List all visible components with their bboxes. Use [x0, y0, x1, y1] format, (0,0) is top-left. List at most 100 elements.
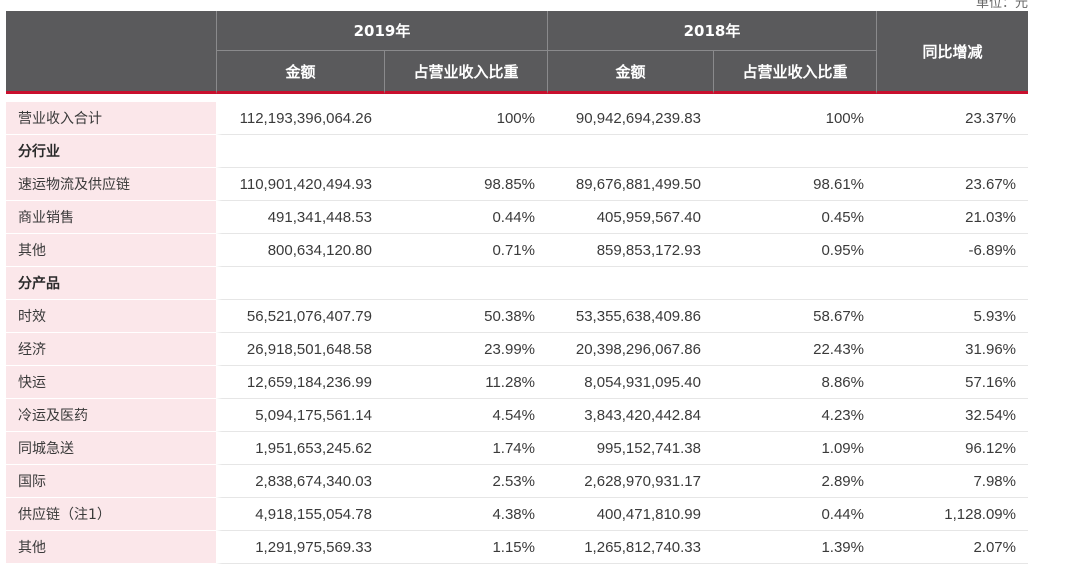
cell-yoy: 2.07% — [876, 531, 1028, 564]
cell-a2018: 405,959,567.40 — [547, 201, 713, 234]
cell-a2018: 995,152,741.38 — [547, 432, 713, 465]
cell-a2018: 3,843,420,442.84 — [547, 399, 713, 432]
header-year-2018: 2018年 — [547, 11, 876, 50]
table-row: 快运 12,659,184,236.99 11.28% 8,054,931,095.4… — [6, 366, 1028, 399]
cell-s2019: 4.54% — [384, 399, 547, 432]
cell-s2018: 22.43% — [713, 333, 876, 366]
cell-a2019: 56,521,076,407.79 — [216, 300, 384, 333]
header-amount-2019: 金额 — [216, 50, 384, 94]
cell-s2018: 1.39% — [713, 531, 876, 564]
cell-yoy: 57.16% — [876, 366, 1028, 399]
cell-s2018: 0.45% — [713, 201, 876, 234]
cell-s2019 — [384, 135, 547, 168]
cell-a2019: 1,291,975,569.33 — [216, 531, 384, 564]
cell-yoy: 32.54% — [876, 399, 1028, 432]
row-label: 其他 — [6, 234, 216, 267]
row-label: 分产品 — [6, 267, 216, 300]
header-corner — [6, 11, 216, 94]
cell-a2018: 20,398,296,067.86 — [547, 333, 713, 366]
cell-s2018: 58.67% — [713, 300, 876, 333]
cell-a2018: 53,355,638,409.86 — [547, 300, 713, 333]
table-row: 冷运及医药 5,094,175,561.14 4.54% 3,843,420,442.… — [6, 399, 1028, 432]
row-label: 营业收入合计 — [6, 94, 216, 135]
table-row: 营业收入合计 112,193,396,064.26 100% 90,942,694,2… — [6, 94, 1028, 135]
table-row: 时效 56,521,076,407.79 50.38% 53,355,638,409.… — [6, 300, 1028, 333]
cell-yoy: -6.89% — [876, 234, 1028, 267]
row-label: 供应链（注1） — [6, 498, 216, 531]
cell-a2019: 110,901,420,494.93 — [216, 168, 384, 201]
table-body: 营业收入合计 112,193,396,064.26 100% 90,942,694,2… — [6, 94, 1028, 564]
cell-s2019: 2.53% — [384, 465, 547, 498]
row-label: 时效 — [6, 300, 216, 333]
header-amount-2018: 金额 — [547, 50, 713, 94]
cell-s2018 — [713, 267, 876, 300]
cell-s2018: 0.95% — [713, 234, 876, 267]
cell-yoy: 96.12% — [876, 432, 1028, 465]
header-share-2018: 占营业收入比重 — [713, 50, 876, 94]
cell-s2019 — [384, 267, 547, 300]
header-share-2019: 占营业收入比重 — [384, 50, 547, 94]
unit-label: 单位：元 — [975, 0, 1028, 11]
cell-yoy — [876, 135, 1028, 168]
table-row: 速运物流及供应链 110,901,420,494.93 98.85% 89,676,8… — [6, 168, 1028, 201]
table-row: 国际 2,838,674,340.03 2.53% 2,628,970,931.17 2… — [6, 465, 1028, 498]
row-label: 其他 — [6, 531, 216, 564]
cell-yoy — [876, 267, 1028, 300]
table-row: 其他 800,634,120.80 0.71% 859,853,172.93 0.95%… — [6, 234, 1028, 267]
row-label: 商业销售 — [6, 201, 216, 234]
cell-a2019: 5,094,175,561.14 — [216, 399, 384, 432]
cell-a2019: 4,918,155,054.78 — [216, 498, 384, 531]
row-label: 经济 — [6, 333, 216, 366]
cell-a2018 — [547, 267, 713, 300]
cell-a2018: 2,628,970,931.17 — [547, 465, 713, 498]
cell-a2018 — [547, 135, 713, 168]
row-label: 冷运及医药 — [6, 399, 216, 432]
cell-a2019: 112,193,396,064.26 — [216, 94, 384, 135]
table-row: 分产品 — [6, 267, 1028, 300]
row-label: 速运物流及供应链 — [6, 168, 216, 201]
cell-a2018: 859,853,172.93 — [547, 234, 713, 267]
table-header: 2019年 2018年 同比增减 金额 占营业收入比重 金额 占营业收入比重 — [6, 11, 1028, 94]
table-row: 同城急送 1,951,653,245.62 1.74% 995,152,741.38 1… — [6, 432, 1028, 465]
cell-s2019: 11.28% — [384, 366, 547, 399]
cell-s2018: 100% — [713, 94, 876, 135]
cell-yoy: 1,128.09% — [876, 498, 1028, 531]
cell-s2019: 1.15% — [384, 531, 547, 564]
cell-a2018: 1,265,812,740.33 — [547, 531, 713, 564]
cell-s2018: 2.89% — [713, 465, 876, 498]
cell-s2018: 98.61% — [713, 168, 876, 201]
revenue-table: 2019年 2018年 同比增减 金额 占营业收入比重 金额 占营业收入比重 营… — [6, 11, 1028, 564]
cell-a2019: 1,951,653,245.62 — [216, 432, 384, 465]
cell-s2019: 100% — [384, 94, 547, 135]
cell-s2019: 98.85% — [384, 168, 547, 201]
table-row: 商业销售 491,341,448.53 0.44% 405,959,567.40 0.4… — [6, 201, 1028, 234]
cell-s2019: 50.38% — [384, 300, 547, 333]
cell-a2019: 12,659,184,236.99 — [216, 366, 384, 399]
cell-a2019 — [216, 267, 384, 300]
cell-s2018: 8.86% — [713, 366, 876, 399]
cell-s2018: 1.09% — [713, 432, 876, 465]
cell-a2018: 8,054,931,095.40 — [547, 366, 713, 399]
cell-a2019: 800,634,120.80 — [216, 234, 384, 267]
table-row: 分行业 — [6, 135, 1028, 168]
cell-yoy: 7.98% — [876, 465, 1028, 498]
cell-yoy: 5.93% — [876, 300, 1028, 333]
cell-yoy: 31.96% — [876, 333, 1028, 366]
cell-a2018: 89,676,881,499.50 — [547, 168, 713, 201]
cell-a2018: 90,942,694,239.83 — [547, 94, 713, 135]
table-row: 其他 1,291,975,569.33 1.15% 1,265,812,740.33 1… — [6, 531, 1028, 564]
cell-s2019: 0.44% — [384, 201, 547, 234]
row-label: 分行业 — [6, 135, 216, 168]
cell-s2018 — [713, 135, 876, 168]
cell-yoy: 23.37% — [876, 94, 1028, 135]
cell-a2019 — [216, 135, 384, 168]
cell-yoy: 23.67% — [876, 168, 1028, 201]
cell-s2019: 0.71% — [384, 234, 547, 267]
row-label: 快运 — [6, 366, 216, 399]
cell-s2018: 4.23% — [713, 399, 876, 432]
row-label: 同城急送 — [6, 432, 216, 465]
cell-a2019: 26,918,501,648.58 — [216, 333, 384, 366]
table-row: 经济 26,918,501,648.58 23.99% 20,398,296,067.… — [6, 333, 1028, 366]
cell-yoy: 21.03% — [876, 201, 1028, 234]
table-row: 供应链（注1） 4,918,155,054.78 4.38% 400,471,810.… — [6, 498, 1028, 531]
